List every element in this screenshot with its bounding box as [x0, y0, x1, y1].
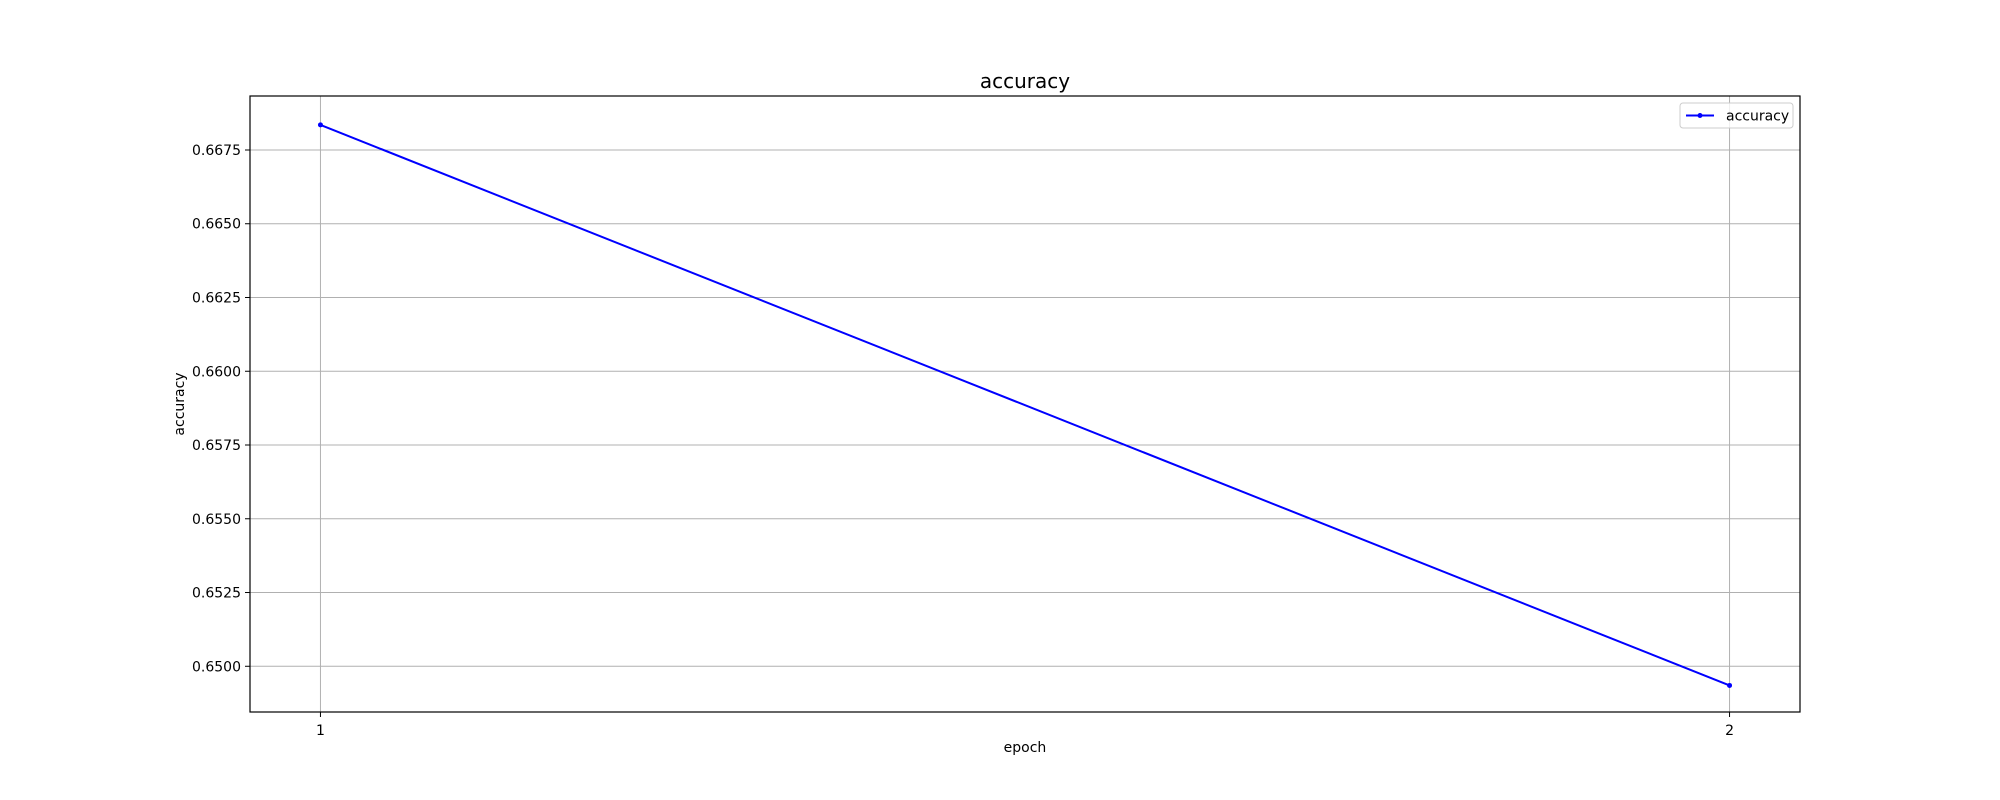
legend: accuracy: [1679, 102, 1794, 129]
y-axis-label: accuracy: [172, 372, 188, 435]
series-lines: [320, 123, 1730, 687]
x-tick-label: 1: [316, 723, 325, 739]
legend-marker-swatch: [1697, 113, 1703, 118]
legend-box: [1679, 102, 1794, 129]
y-tick-label: 0.6675: [192, 143, 241, 159]
y-tick-label: 0.6625: [192, 290, 241, 306]
chart-title: accuracy: [980, 69, 1070, 93]
legend-label-accuracy: accuracy: [1726, 109, 1789, 125]
y-tick-label: 0.6500: [192, 659, 241, 675]
x-tick-label: 2: [1725, 723, 1734, 739]
gridlines: [250, 96, 1800, 712]
series-line-accuracy: [320, 123, 1730, 687]
y-tick-label: 0.6600: [192, 364, 241, 380]
x-axis-label: epoch: [1004, 740, 1047, 756]
data-point: [1727, 682, 1733, 688]
series-points: [317, 122, 1733, 688]
data-point: [317, 122, 323, 128]
y-tick-label: 0.6650: [192, 217, 241, 233]
y-tick-label: 0.6550: [192, 512, 241, 528]
y-axis-ticks: 0.6500 0.6525 0.6550 0.6575 0.6600 0.6625 0.66…: [192, 143, 250, 675]
y-tick-label: 0.6525: [192, 586, 241, 602]
plot-frame: [249, 95, 1801, 713]
y-tick-label: 0.6575: [192, 438, 241, 454]
